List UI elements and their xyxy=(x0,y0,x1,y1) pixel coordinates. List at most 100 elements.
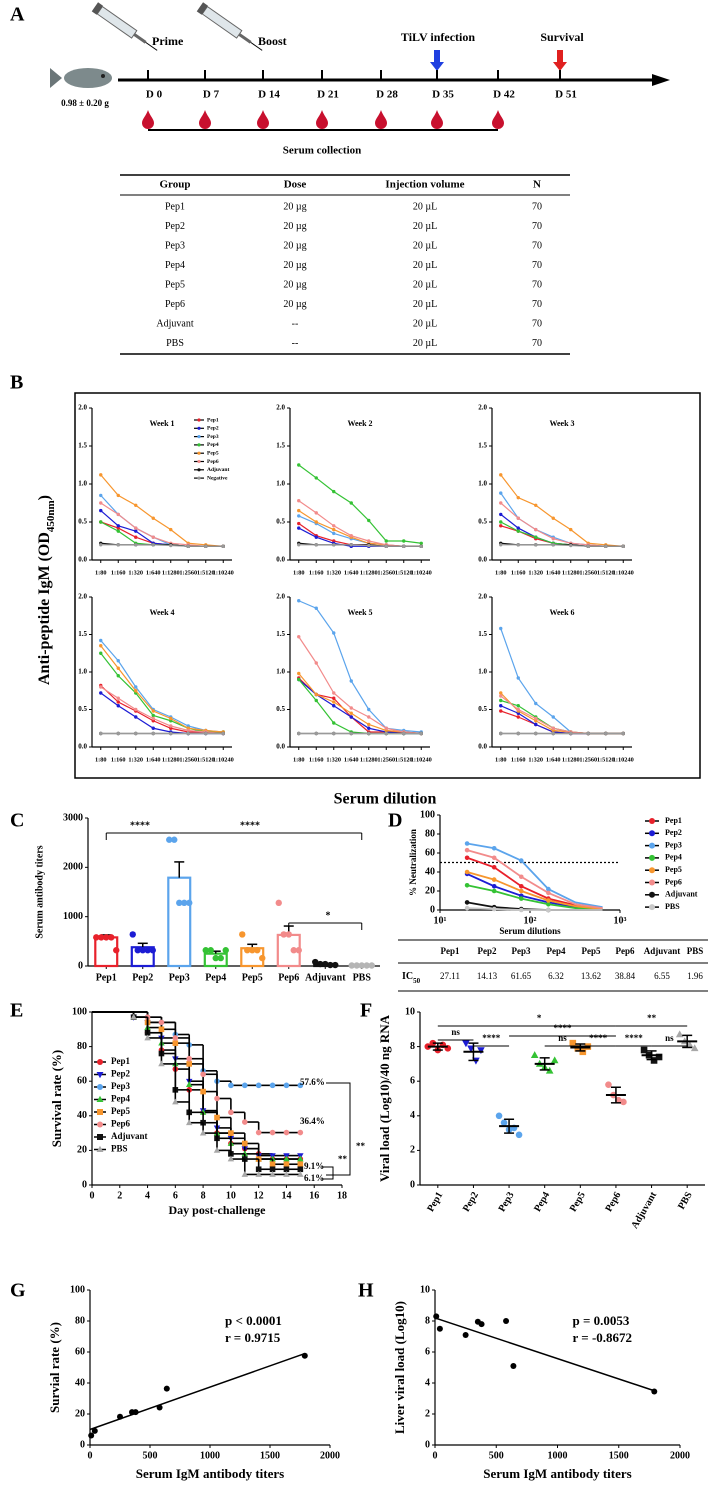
data-point xyxy=(212,954,219,962)
data-point xyxy=(99,651,103,655)
data-point xyxy=(99,731,103,736)
data-point xyxy=(384,731,388,736)
sig-label: **** xyxy=(589,1033,608,1043)
x-tick-label: Pep4 xyxy=(532,1190,552,1214)
x-tick-label: 18 xyxy=(337,1190,347,1201)
data-point xyxy=(518,907,524,913)
x-tick-label: 1:1280 xyxy=(562,756,580,763)
x-tick-label: 0 xyxy=(433,1450,438,1461)
data-point xyxy=(332,961,339,969)
data-point xyxy=(433,1313,440,1320)
data-point xyxy=(499,704,503,708)
data-point xyxy=(322,960,329,968)
panel-letter: H xyxy=(358,1280,374,1302)
legend-marker xyxy=(197,418,201,422)
legend-label: Pep4 xyxy=(207,442,219,448)
data-point xyxy=(569,543,573,548)
legend-label: Pep5 xyxy=(207,450,219,456)
data-point xyxy=(186,544,190,549)
data-point xyxy=(332,731,336,736)
blood-drop xyxy=(492,110,504,129)
y-tick-label: 40 xyxy=(77,1110,87,1121)
syringe-icon xyxy=(196,2,263,51)
data-point xyxy=(314,543,318,547)
blood-drop xyxy=(257,110,269,129)
y-tick-label: 20 xyxy=(75,1408,85,1419)
legend-label: Pep6 xyxy=(207,459,219,465)
data-point xyxy=(283,1082,290,1089)
data-point xyxy=(534,503,538,507)
x-tick-label: 1000 xyxy=(548,1450,568,1461)
table-cell: 70 xyxy=(532,221,542,232)
data-point xyxy=(499,731,503,736)
x-tick-label: 1:2560 xyxy=(377,569,395,576)
data-point xyxy=(499,543,503,547)
y-tick-label: 1.0 xyxy=(276,480,285,488)
data-point xyxy=(332,631,336,635)
x-tick-label: 1:5120 xyxy=(395,756,413,763)
data-point xyxy=(640,1046,648,1054)
table-cell: 20 µL xyxy=(413,318,437,329)
data-point xyxy=(134,529,138,533)
data-point xyxy=(436,1325,443,1332)
stat-label: p = 0.0053 xyxy=(573,1313,630,1328)
data-point xyxy=(103,934,110,941)
legend-marker xyxy=(649,891,655,898)
data-point xyxy=(213,1146,221,1153)
data-point xyxy=(586,731,590,736)
x-tick-label: 1:640 xyxy=(546,569,561,576)
legend-label: Pep1 xyxy=(111,1056,130,1066)
x-tick-label: 1:10240 xyxy=(613,569,634,576)
x-tick-label: 1:80 xyxy=(293,756,305,763)
x-tick-label: 1:1280 xyxy=(562,569,580,576)
y-tick-label: 2.0 xyxy=(78,404,87,412)
data-point xyxy=(283,1129,290,1136)
table-header: Dose xyxy=(284,179,307,191)
table-cell: 20 µg xyxy=(283,299,306,310)
x-tick-label: Pep3 xyxy=(169,972,190,983)
data-point xyxy=(368,962,375,969)
chart-title: Week 1 xyxy=(149,419,174,428)
x-tick-label: 1:2560 xyxy=(377,756,395,763)
data-point xyxy=(349,533,353,538)
data-point xyxy=(166,836,173,843)
sig-label: **** xyxy=(240,820,260,831)
x-tick-label: Pep1 xyxy=(96,972,117,983)
data-point xyxy=(367,726,371,730)
x-tick-label: 0 xyxy=(88,1450,93,1461)
data-point xyxy=(551,715,555,719)
x-tick-label: 0 xyxy=(90,1190,95,1201)
data-point xyxy=(419,544,423,549)
data-point xyxy=(116,493,120,498)
y-tick-label: 10 xyxy=(420,1284,430,1295)
x-tick-label: 1:2560 xyxy=(179,756,197,763)
panel-letter: G xyxy=(10,1280,26,1302)
day-label: D 0 xyxy=(146,89,163,101)
sig-bracket xyxy=(326,1082,351,1176)
data-point xyxy=(478,1321,485,1328)
y-tick-label: 1.0 xyxy=(276,668,285,676)
series-line xyxy=(467,907,603,911)
y-tick-label: 1.0 xyxy=(78,480,87,488)
x-tick-label: 1:10240 xyxy=(213,569,234,576)
data-point xyxy=(534,722,538,727)
panel-letter: A xyxy=(10,4,25,26)
data-point xyxy=(349,731,353,736)
sig-bracket xyxy=(322,1166,334,1180)
data-point xyxy=(186,731,190,736)
data-point xyxy=(499,709,503,713)
sig-label: ** xyxy=(356,1141,366,1151)
day-label: D 21 xyxy=(317,89,339,101)
data-point xyxy=(332,524,336,528)
data-point xyxy=(516,495,520,500)
legend-marker xyxy=(649,830,655,837)
table-cell: 70 xyxy=(532,240,542,251)
y-tick-label: 100 xyxy=(72,1006,87,1017)
table-cell: 6.32 xyxy=(548,971,564,981)
data-point xyxy=(151,731,155,736)
data-point xyxy=(116,696,120,700)
table-cell: 20 µL xyxy=(413,240,437,251)
chart-title: Week 4 xyxy=(149,608,174,617)
legend-label: Adjuvant xyxy=(111,1131,148,1141)
x-tick-label: 500 xyxy=(143,1450,158,1461)
